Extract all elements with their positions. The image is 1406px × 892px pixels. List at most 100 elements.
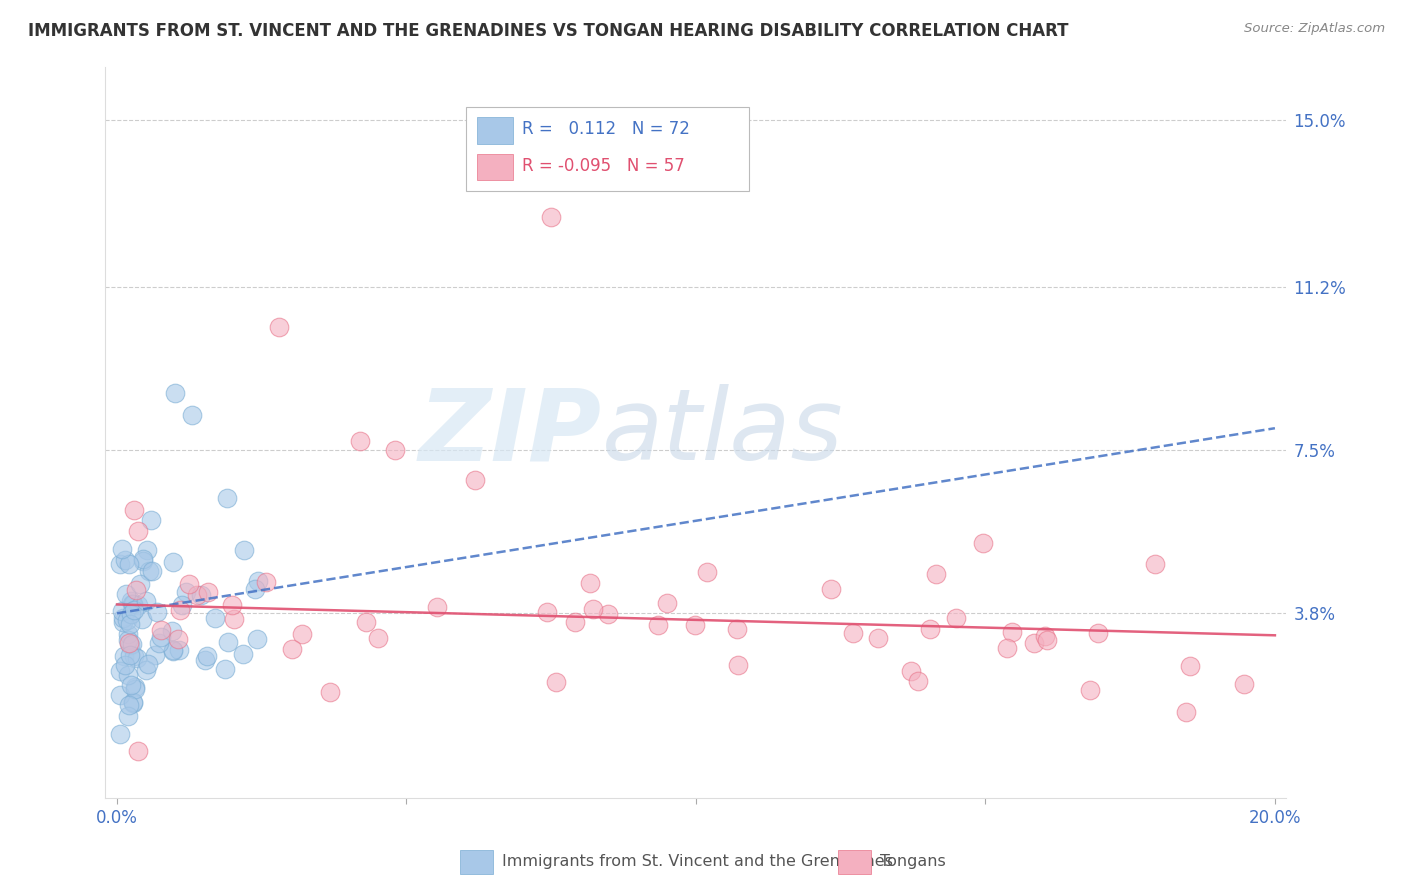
Point xyxy=(111,615,134,629)
Point xyxy=(127,524,149,538)
Point xyxy=(1174,705,1197,719)
Point xyxy=(132,553,155,567)
Point xyxy=(111,604,134,618)
Point xyxy=(727,622,749,636)
Point xyxy=(233,542,256,557)
Point xyxy=(129,577,152,591)
Point xyxy=(425,599,447,614)
Point xyxy=(122,695,145,709)
Text: Source: ZipAtlas.com: Source: ZipAtlas.com xyxy=(1244,22,1385,36)
Point xyxy=(1022,636,1045,650)
Point xyxy=(122,696,145,710)
Point xyxy=(246,574,269,588)
Point xyxy=(222,612,245,626)
Point xyxy=(120,638,142,652)
Point xyxy=(194,653,217,667)
Point xyxy=(655,596,678,610)
Point xyxy=(120,594,142,608)
Point xyxy=(596,607,619,621)
Point xyxy=(924,567,946,582)
Point xyxy=(162,644,184,658)
Point xyxy=(900,664,922,678)
Text: Tongans: Tongans xyxy=(880,855,946,870)
Text: ZIP: ZIP xyxy=(419,384,602,481)
Point xyxy=(972,535,994,549)
FancyBboxPatch shape xyxy=(478,154,513,180)
Point xyxy=(245,582,267,597)
Point xyxy=(135,542,157,557)
FancyBboxPatch shape xyxy=(478,118,513,144)
Point xyxy=(167,632,190,646)
Point xyxy=(124,681,146,696)
Point xyxy=(114,587,136,601)
Point xyxy=(149,624,172,638)
Point xyxy=(1036,633,1059,648)
Point xyxy=(696,566,718,580)
Point xyxy=(108,557,131,571)
Point xyxy=(118,648,141,662)
Point xyxy=(121,597,143,611)
Point xyxy=(115,613,138,627)
Point xyxy=(907,673,929,688)
Point xyxy=(131,551,153,566)
Point xyxy=(1078,683,1101,698)
Point xyxy=(160,624,183,639)
Point xyxy=(540,210,562,224)
Point xyxy=(269,319,291,334)
Point xyxy=(136,657,159,671)
Point xyxy=(135,663,157,677)
Point xyxy=(544,674,567,689)
Point xyxy=(246,632,269,646)
Point xyxy=(1178,658,1201,673)
Point xyxy=(232,647,254,661)
Text: R = -0.095   N = 57: R = -0.095 N = 57 xyxy=(523,157,685,175)
Point xyxy=(111,541,134,556)
Point xyxy=(139,513,162,527)
Point xyxy=(349,434,371,449)
FancyBboxPatch shape xyxy=(460,850,494,873)
Point xyxy=(215,491,238,505)
Point xyxy=(564,615,586,629)
FancyBboxPatch shape xyxy=(465,107,749,191)
Point xyxy=(162,555,184,569)
Point xyxy=(254,575,277,590)
Point xyxy=(108,727,131,741)
Point xyxy=(169,603,191,617)
Point xyxy=(354,615,377,629)
Point xyxy=(138,564,160,578)
Point xyxy=(150,630,173,644)
FancyBboxPatch shape xyxy=(838,850,870,873)
Point xyxy=(945,611,967,625)
Point xyxy=(214,662,236,676)
Point xyxy=(190,588,212,602)
Point xyxy=(122,503,145,517)
Point xyxy=(197,585,219,599)
Point xyxy=(868,632,890,646)
Point xyxy=(127,598,149,612)
Point xyxy=(176,585,198,599)
Point xyxy=(110,664,132,678)
Point xyxy=(995,640,1018,655)
Point xyxy=(367,631,389,645)
Point xyxy=(127,744,149,758)
Point xyxy=(112,611,135,625)
Point xyxy=(122,603,145,617)
Point xyxy=(727,658,749,673)
Point xyxy=(117,633,139,648)
Point xyxy=(124,680,146,694)
Point xyxy=(647,618,669,632)
Point xyxy=(179,576,201,591)
Point xyxy=(121,637,143,651)
Point xyxy=(918,622,941,636)
Point xyxy=(114,553,136,567)
Text: Immigrants from St. Vincent and the Grenadines: Immigrants from St. Vincent and the Gren… xyxy=(502,855,893,870)
Point xyxy=(117,627,139,641)
Point xyxy=(181,408,204,422)
Point xyxy=(170,598,193,612)
Point xyxy=(204,611,226,625)
Point xyxy=(124,582,146,597)
Point xyxy=(221,598,243,612)
Point xyxy=(1233,677,1256,691)
Point xyxy=(117,709,139,723)
Point xyxy=(120,678,142,692)
